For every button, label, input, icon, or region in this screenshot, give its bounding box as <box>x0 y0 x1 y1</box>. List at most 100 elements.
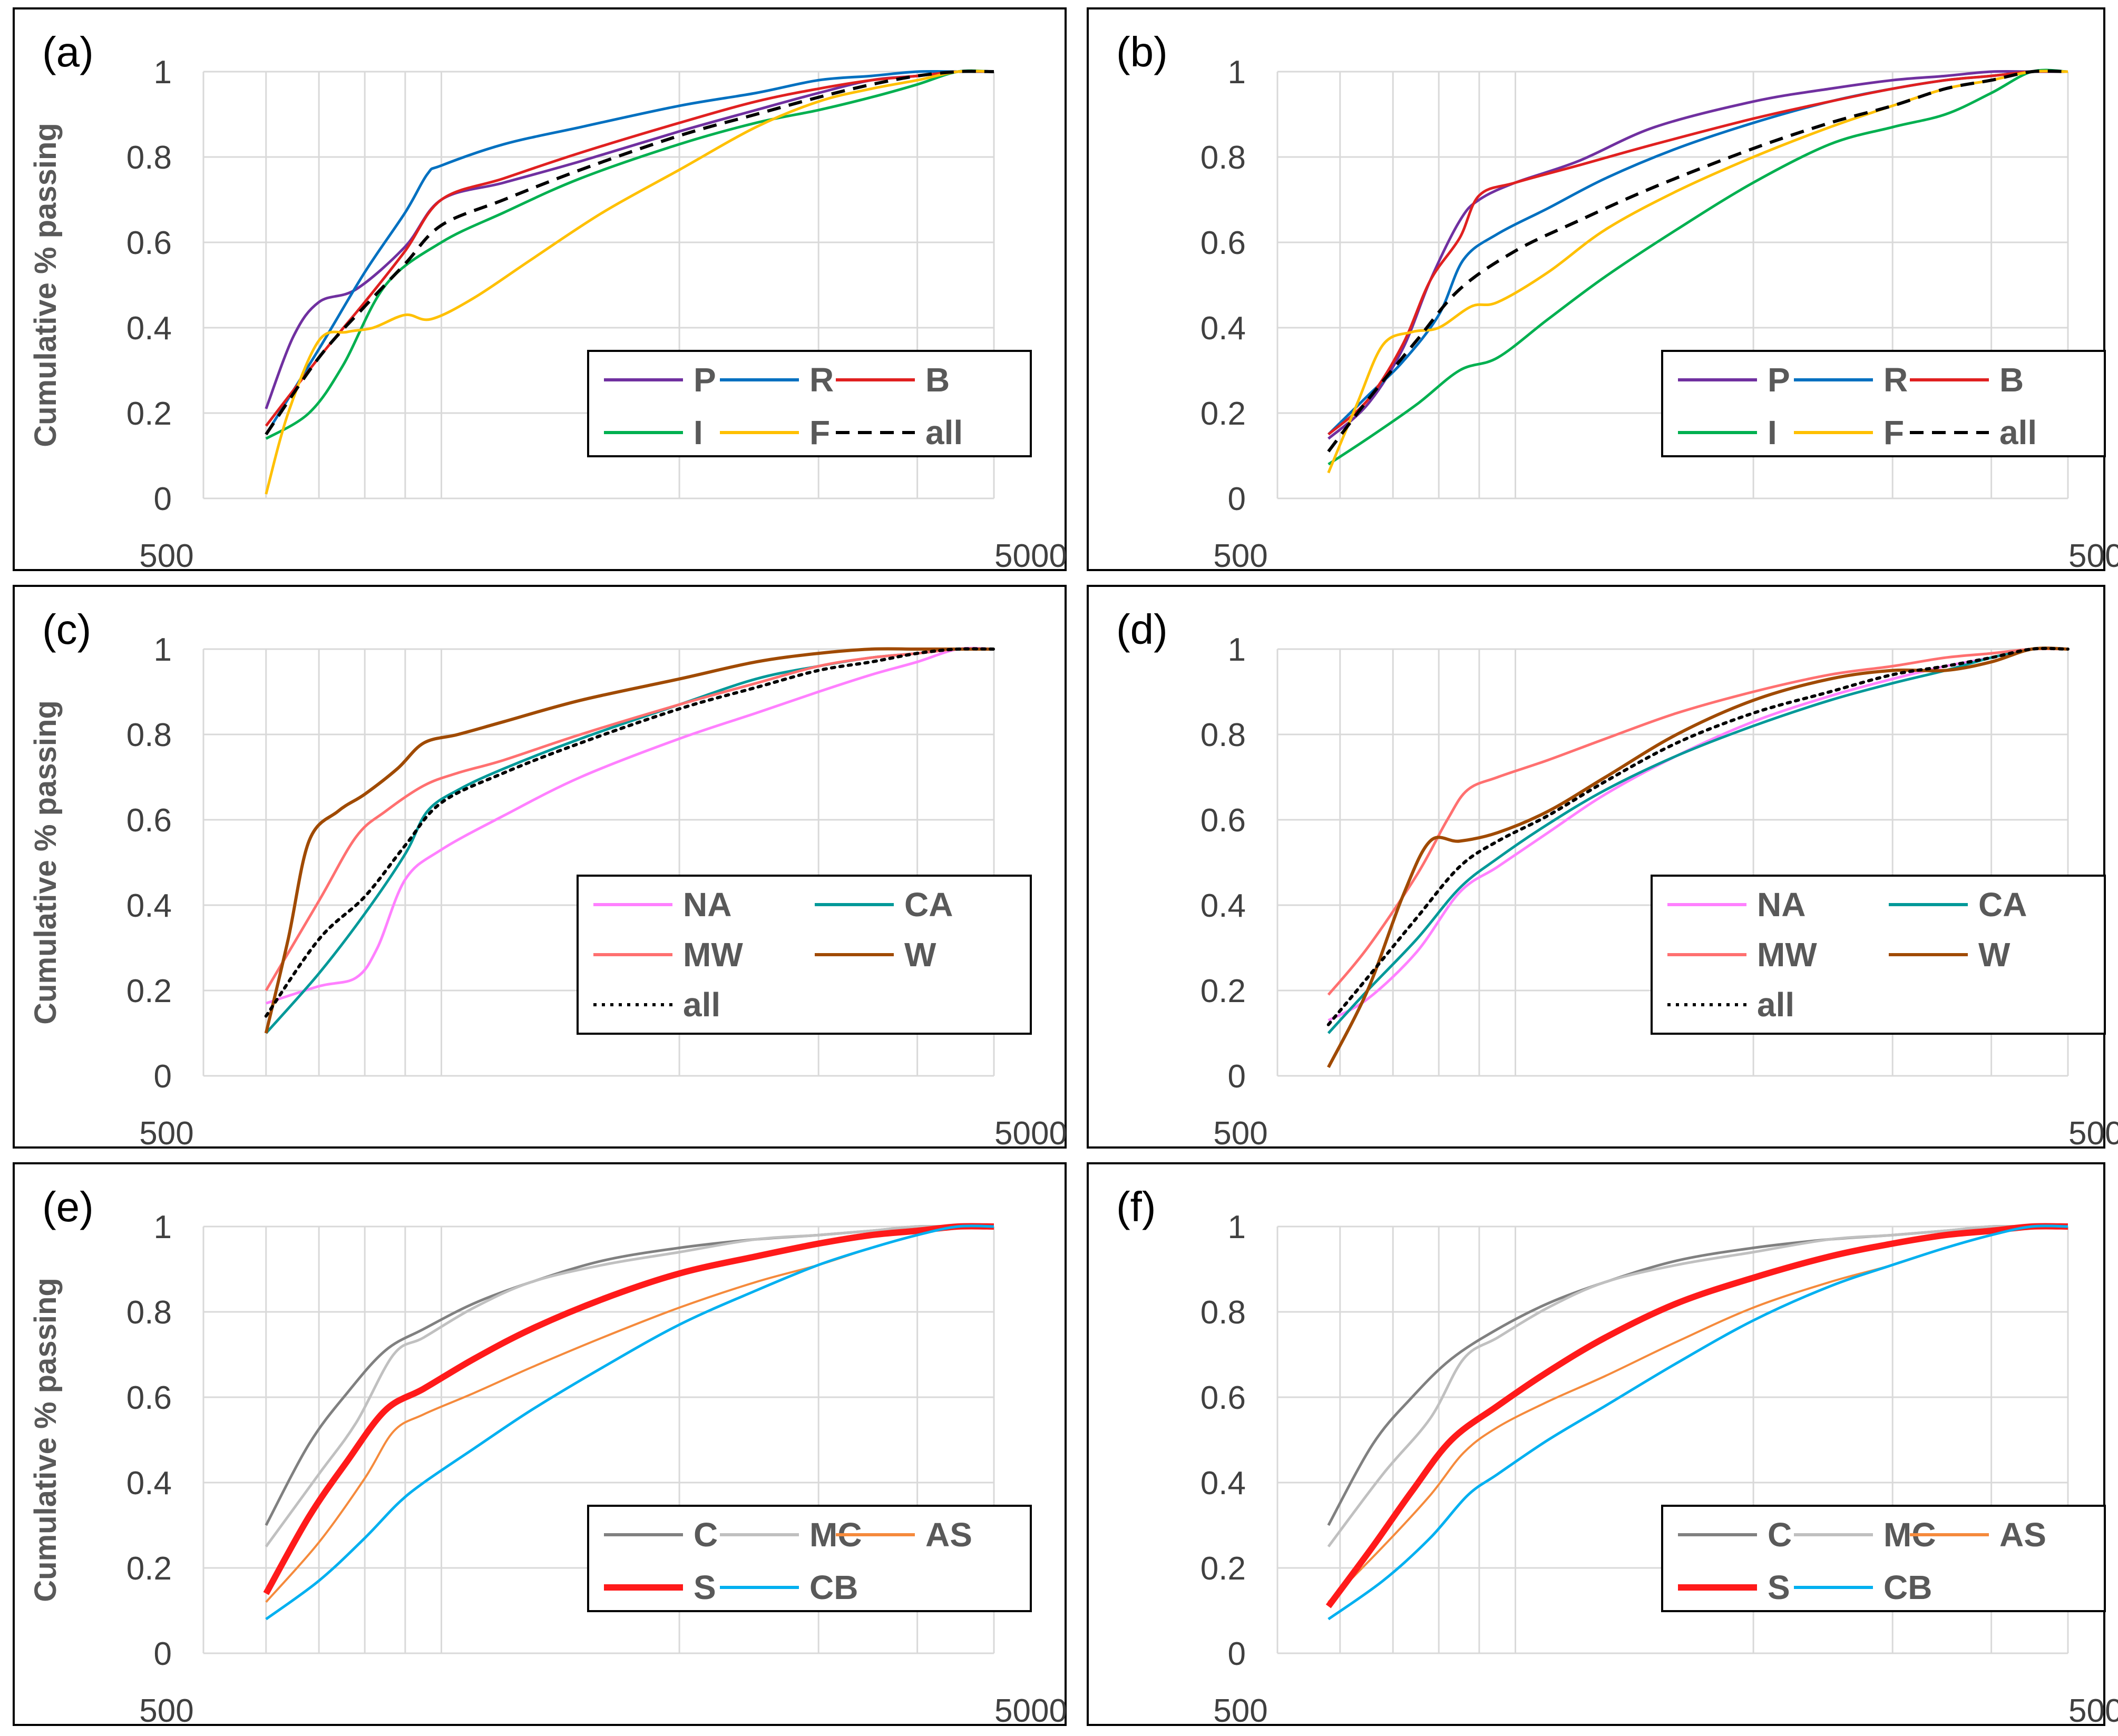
y-tick-label: 0.2 <box>126 973 172 1009</box>
panel-c: 0 0.2 0.4 0.6 0.8 1 500 5000 (c) Cumulative % pas… <box>13 585 1067 1152</box>
legend-item: F <box>720 414 830 452</box>
legend-label: AS <box>925 1516 972 1554</box>
series-group <box>265 69 994 495</box>
series-group <box>263 1223 994 1621</box>
series-line-all <box>1327 69 2068 453</box>
legend-item: MW <box>593 936 743 974</box>
legend-item: B <box>1910 361 2024 399</box>
legend-label: all <box>683 986 720 1024</box>
series-group <box>1326 646 2070 1068</box>
legend-label: W <box>904 936 936 974</box>
legend-label: S <box>1768 1568 1790 1606</box>
gridlines <box>1276 1225 2069 1654</box>
legend-item: P <box>1678 361 1790 399</box>
legend-item: AS <box>836 1516 972 1554</box>
x-tick-label: 500 <box>1213 538 1267 574</box>
legend-label: NA <box>1757 886 1805 924</box>
y-tick-label: 0.4 <box>1200 888 1246 924</box>
legend-item: NA <box>593 886 731 924</box>
legend-label: W <box>1978 936 2010 974</box>
legend-label: P <box>694 361 716 399</box>
x-tick-label: 500 <box>139 538 193 574</box>
panel-frame <box>13 585 1067 1149</box>
legend-label: R <box>1883 361 1908 399</box>
series-line-b <box>1328 70 2068 436</box>
y-tick-label: 1 <box>1228 1209 1246 1245</box>
y-tick-label: 0.4 <box>126 888 172 924</box>
legend-item: B <box>836 361 950 399</box>
legend-label: F <box>809 414 830 452</box>
panel-label: (d) <box>1116 606 1168 653</box>
y-tick-label: 1 <box>1228 632 1246 668</box>
legend-label: CA <box>1978 886 2027 924</box>
panel-label: (f) <box>1116 1183 1156 1230</box>
x-tick-label: 5000 <box>2068 538 2118 574</box>
series-line-w <box>264 647 994 1034</box>
y-tick-label: 0.4 <box>126 310 172 347</box>
legend-box <box>587 1505 1032 1612</box>
y-tick-label: 0.6 <box>126 1380 172 1416</box>
series-line-b <box>265 70 994 427</box>
series-line-mw <box>265 647 994 992</box>
panel-frame <box>1087 1162 2105 1726</box>
legend-item: all <box>836 414 963 452</box>
y-tick-label: 0.6 <box>126 225 172 261</box>
legend-box <box>1661 350 2106 457</box>
legend-item: W <box>1889 936 2010 974</box>
legend-item: all <box>1910 414 2037 452</box>
series-line-all <box>264 647 995 1018</box>
panel-label: (b) <box>1116 28 1168 75</box>
y-tick-label: 0.2 <box>1200 396 1246 432</box>
y-tick-label: 0.2 <box>1200 1551 1246 1587</box>
x-tick-label: 500 <box>1213 1115 1267 1152</box>
y-tick-label: 0.2 <box>126 396 172 432</box>
y-tick-label: 0 <box>154 1636 172 1672</box>
legend-label: B <box>925 361 950 399</box>
y-tick-label: 0.4 <box>126 1465 172 1502</box>
legend-label: NA <box>683 886 731 924</box>
x-tick-label: 5000 <box>2068 1693 2118 1729</box>
legend-label: MW <box>683 936 743 974</box>
legend-item: I <box>1678 414 1777 452</box>
y-tick-label: 0 <box>1228 1058 1246 1095</box>
y-tick-label: 1 <box>154 632 172 668</box>
x-tick-label: 500 <box>139 1115 193 1152</box>
legend-item: I <box>604 414 703 452</box>
legend-item: S <box>1678 1568 1790 1606</box>
y-tick-label: 0 <box>154 1058 172 1095</box>
legend-label: MW <box>1757 936 1817 974</box>
panel-a: 0 0.2 0.4 0.6 0.8 1 500 5000 (a) Cumulative % pas… <box>13 7 1067 574</box>
y-tick-label: 0.8 <box>126 717 172 753</box>
y-tick-label: 0.2 <box>126 1551 172 1587</box>
y-tick-label: 0.4 <box>1200 1465 1246 1502</box>
series-line-cb <box>1328 1224 2068 1621</box>
series-line-i <box>1328 68 2068 466</box>
series-line-i <box>265 69 994 440</box>
y-tick-label: 0.8 <box>1200 140 1246 176</box>
panel-frame <box>13 7 1067 571</box>
legend-item: F <box>1794 414 1904 452</box>
legend-item: W <box>815 936 936 974</box>
series-line-mc <box>1327 1224 2068 1548</box>
legend-item: MC <box>720 1516 862 1554</box>
y-tick-label: 0.4 <box>1200 310 1246 347</box>
legend-label: R <box>809 361 834 399</box>
gridlines <box>202 71 995 499</box>
y-tick-label: 0 <box>154 481 172 517</box>
panel-frame <box>13 1162 1067 1726</box>
series-line-mc <box>265 1224 994 1547</box>
x-tick-label: 5000 <box>994 1115 1067 1152</box>
legend-label: I <box>1768 414 1777 452</box>
x-tick-label: 5000 <box>2068 1115 2118 1152</box>
series-group <box>1325 1223 2068 1621</box>
x-tick-label: 500 <box>1213 1693 1267 1729</box>
series-line-f <box>265 70 994 495</box>
legend: C MC ASS CB <box>1661 1505 2106 1612</box>
legend-item: C <box>604 1516 718 1554</box>
legend-label: F <box>1883 414 1904 452</box>
